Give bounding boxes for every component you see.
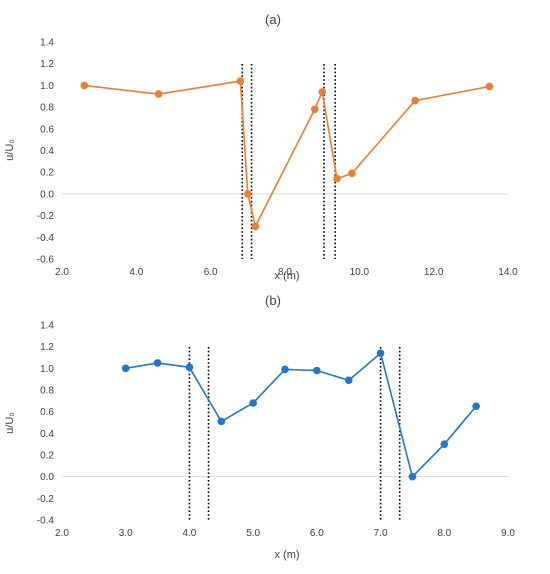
y-tick-label: 0.4	[40, 146, 54, 157]
data-point	[236, 77, 245, 85]
data-point	[185, 363, 194, 372]
x-tick-label: 6.0	[204, 267, 218, 278]
data-point	[154, 90, 163, 98]
y-tick-label: 0.2	[40, 451, 54, 462]
y-tick-label: -0.4	[37, 233, 55, 244]
chart-b-series-line	[125, 351, 477, 479]
data-point	[310, 105, 319, 114]
chart-b: (b) -0.4 -0.2 0.0 0.2 0.4 0.6 0.8 1.0 1.2 1.4 2.0…	[4, 293, 515, 561]
chart-b-x-axis-title: x (m)	[274, 549, 299, 561]
x-tick-label: 10.0	[350, 267, 370, 278]
x-tick-label: 9.0	[501, 528, 515, 539]
data-point	[318, 88, 326, 96]
x-tick-label: 8.0	[437, 528, 451, 539]
data-point	[440, 440, 449, 448]
data-point	[153, 359, 162, 367]
y-tick-label: -0.2	[37, 494, 55, 505]
chart-a-title: (a)	[265, 12, 281, 27]
x-tick-label: 4.0	[182, 528, 196, 539]
chart-a-points	[80, 77, 494, 231]
chart-b-y-axis-title: u/U₀	[4, 412, 16, 434]
data-point	[348, 169, 356, 178]
chart-a-y-tick-labels: -0.6 -0.4 -0.2 0.0 0.2 0.4 0.6 0.8 1.0 1.2 1.4	[37, 38, 55, 266]
data-point	[485, 82, 494, 91]
x-tick-label: 12.0	[424, 267, 444, 278]
data-point	[411, 96, 419, 105]
data-point	[313, 366, 321, 375]
y-tick-label: -0.2	[37, 211, 55, 222]
data-point	[251, 222, 260, 231]
y-tick-label: 1.0	[40, 364, 54, 375]
y-tick-label: 0.8	[40, 386, 54, 397]
chart-a-y-axis-title: u/U₀	[4, 139, 16, 161]
y-tick-label: 0.0	[40, 472, 54, 483]
data-point	[121, 364, 130, 373]
x-tick-label: 4.0	[129, 267, 143, 278]
chart-a-x-tick-labels: 2.0 4.0 6.0 8.0 10.0 12.0 14.0	[55, 267, 518, 278]
x-tick-label: 8.0	[278, 267, 292, 278]
data-point	[80, 81, 89, 90]
chart-b-reference-lines	[188, 347, 401, 520]
chart-b-title: (b)	[265, 293, 281, 308]
chart-b-x-tick-labels: 2.0 3.0 4.0 5.0 6.0 7.0 8.0 9.0	[55, 528, 515, 539]
chart-b-y-tick-labels: -0.4 -0.2 0.0 0.2 0.4 0.6 0.8 1.0 1.2 1.4	[37, 321, 55, 527]
y-tick-label: 0.4	[40, 429, 54, 440]
data-point	[249, 399, 257, 407]
y-tick-label: 0.8	[40, 103, 54, 114]
chart-a-x-axis-title: x (m)	[274, 270, 299, 282]
chart-b-points	[121, 349, 480, 481]
y-tick-label: 0.6	[40, 124, 54, 135]
y-tick-label: -0.4	[37, 516, 55, 527]
y-tick-label: 1.0	[40, 81, 54, 92]
data-point	[244, 190, 252, 198]
x-tick-label: 2.0	[55, 528, 69, 539]
data-point	[376, 349, 385, 357]
data-point	[344, 376, 353, 385]
data-point	[472, 402, 480, 411]
data-point	[217, 417, 226, 426]
y-tick-label: 0.0	[40, 189, 54, 200]
y-tick-label: 1.4	[40, 38, 54, 49]
x-tick-label: 5.0	[246, 528, 260, 539]
y-tick-label: 1.2	[40, 342, 54, 353]
y-tick-label: -0.6	[37, 255, 55, 266]
x-tick-label: 7.0	[374, 528, 388, 539]
data-point	[281, 365, 289, 374]
data-point	[333, 174, 341, 183]
y-tick-label: 1.2	[40, 59, 54, 70]
chart-a-series-line	[84, 80, 490, 229]
x-tick-label: 6.0	[310, 528, 324, 539]
x-tick-label: 2.0	[55, 267, 69, 278]
y-tick-label: 0.6	[40, 407, 54, 418]
x-tick-label: 3.0	[119, 528, 133, 539]
chart-a: (a) -0.6 -0.4 -0.2 0.0 0.2 0.4 0.6 0.8 1.0 1.2 1.4…	[4, 12, 518, 282]
y-tick-label: 1.4	[40, 321, 54, 332]
y-tick-label: 0.2	[40, 168, 54, 179]
x-tick-label: 14.0	[498, 267, 518, 278]
data-point	[408, 472, 417, 481]
